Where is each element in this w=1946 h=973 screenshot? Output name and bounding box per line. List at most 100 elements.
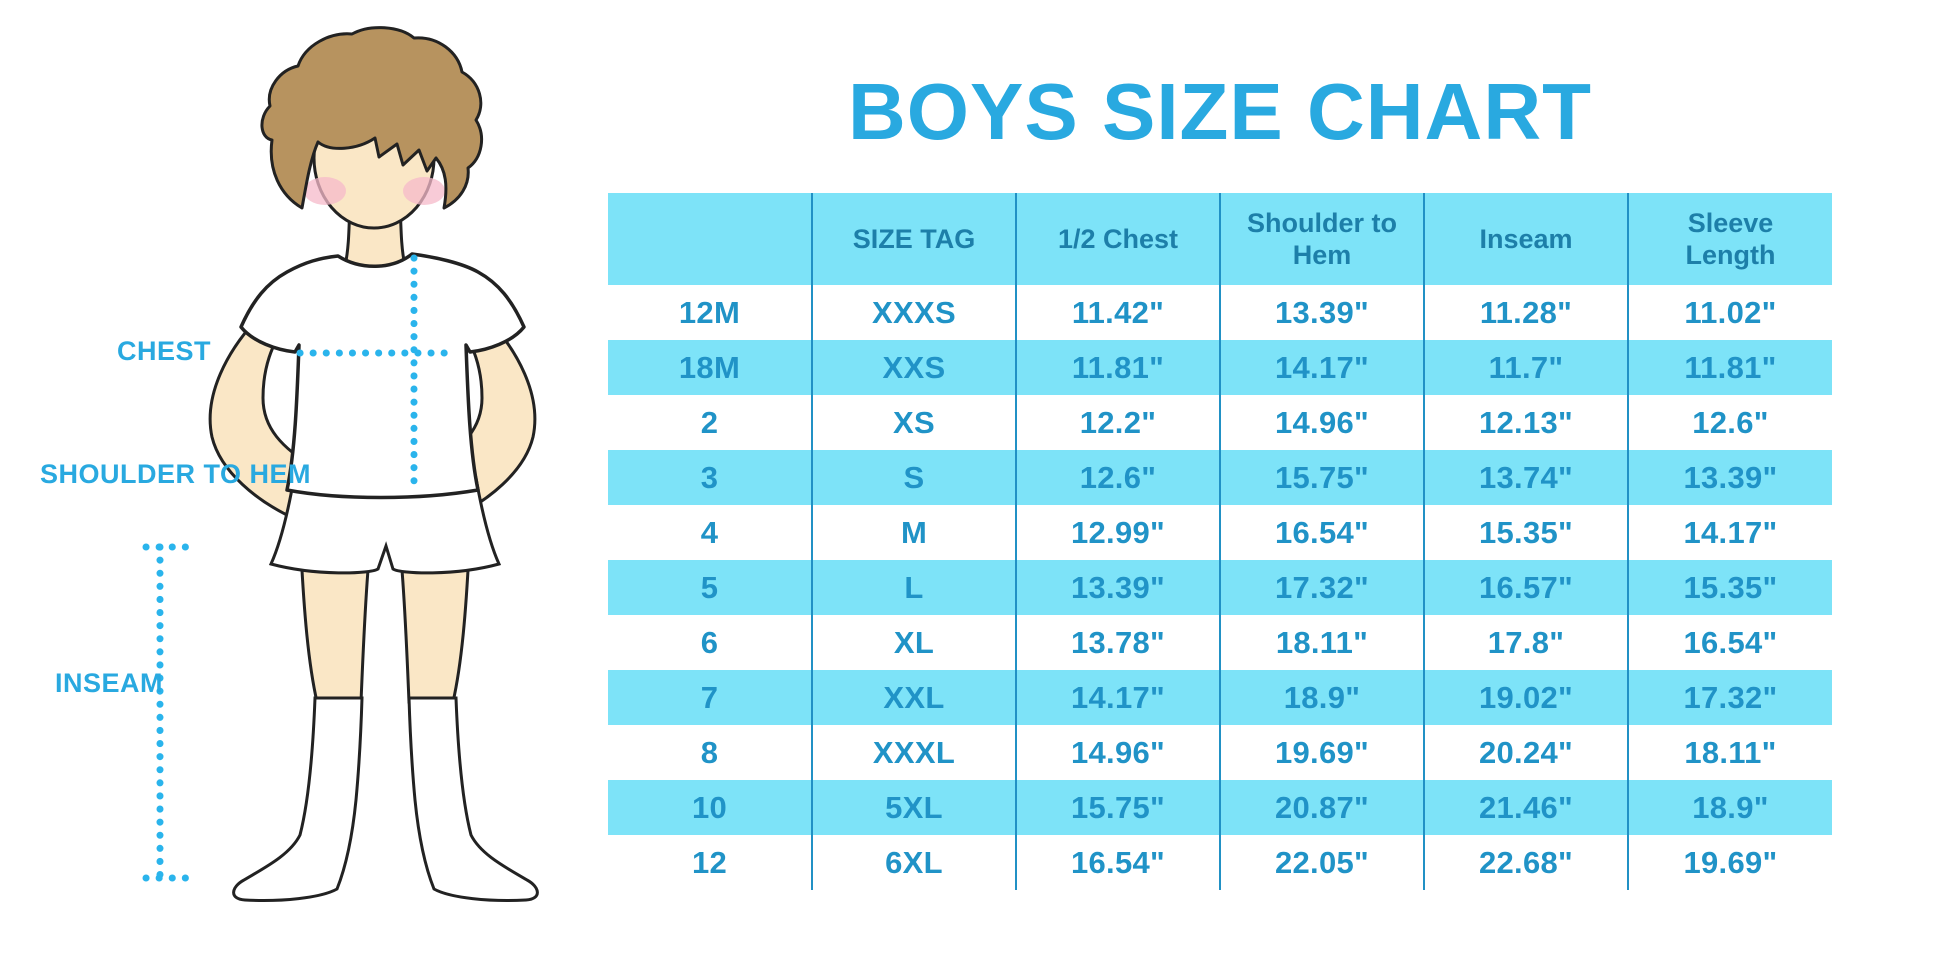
table-cell: 12.6"	[1015, 450, 1220, 505]
table-cell: 6	[700, 624, 719, 660]
table-cell: 5XL	[811, 780, 1016, 835]
table-cell: 17.32"	[1627, 670, 1832, 725]
table-cell: 11.7"	[1423, 340, 1628, 395]
table-cell: 11.28"	[1423, 285, 1628, 340]
table-cell: 15.75"	[1015, 780, 1220, 835]
table-header-row: SIZE TAG 1/2 Chest Shoulder to Hem Insea…	[608, 193, 1832, 285]
table-cell: 3	[700, 459, 719, 495]
header-cell-sleeve-length: Sleeve Length	[1627, 193, 1832, 285]
table-cell: M	[811, 505, 1016, 560]
table-row: 12M XXXS 11.42" 13.39" 11.28" 11.02"	[608, 285, 1832, 340]
table-cell: 20.87"	[1219, 780, 1424, 835]
inseam-label: INSEAM	[55, 668, 164, 698]
table-cell: 19.69"	[1627, 835, 1832, 890]
table-cell: XL	[811, 615, 1016, 670]
table-cell: 13.78"	[1015, 615, 1220, 670]
t-shirt	[239, 252, 526, 500]
table-cell: 14.17"	[1015, 670, 1220, 725]
table-row: 10 5XL 15.75" 20.87" 21.46" 18.9"	[608, 780, 1832, 835]
right-leg	[399, 550, 471, 704]
table-cell: 15.35"	[1423, 505, 1628, 560]
table-cell: 15.35"	[1627, 560, 1832, 615]
table-cell: 11.81"	[1015, 340, 1220, 395]
table-row: 5 L 13.39" 17.32" 16.57" 15.35"	[608, 560, 1832, 615]
table-cell: 16.57"	[1423, 560, 1628, 615]
table-cell: 18.11"	[1219, 615, 1424, 670]
shorts	[268, 476, 502, 575]
table-row: 2 XS 12.2" 14.96" 12.13" 12.6"	[608, 395, 1832, 450]
table-cell: 13.39"	[1015, 560, 1220, 615]
table-cell: 17.8"	[1423, 615, 1628, 670]
table-cell: 7	[700, 679, 719, 715]
right-sock	[407, 696, 539, 902]
table-cell: 16.54"	[1219, 505, 1424, 560]
table-cell: 12.99"	[1015, 505, 1220, 560]
header-cell-size-tag: SIZE TAG	[811, 193, 1016, 285]
table-cell: 16.54"	[1015, 835, 1220, 890]
table-cell: 22.05"	[1219, 835, 1424, 890]
table-row: 6 XL 13.78" 18.11" 17.8" 16.54"	[608, 615, 1832, 670]
table-cell: XXL	[811, 670, 1016, 725]
table-cell: 10	[691, 789, 728, 825]
table-cell: 20.24"	[1423, 725, 1628, 780]
table-cell: L	[811, 560, 1016, 615]
table-cell: 5	[700, 569, 719, 605]
table-cell: 15.75"	[1219, 450, 1424, 505]
table-cell: 14.96"	[1015, 725, 1220, 780]
left-blush	[304, 177, 346, 205]
table-cell: 13.39"	[1627, 450, 1832, 505]
table-cell: 8	[700, 734, 719, 770]
table-cell: 11.02"	[1627, 285, 1832, 340]
header-cell-shoulder-to-hem: Shoulder to Hem	[1219, 193, 1424, 285]
hair	[260, 26, 484, 210]
table-cell: 11.42"	[1015, 285, 1220, 340]
table-cell: 21.46"	[1423, 780, 1628, 835]
table-cell: XXXS	[811, 285, 1016, 340]
right-blush	[403, 177, 445, 205]
table-row: 18M XXS 11.81" 14.17" 11.7" 11.81"	[608, 340, 1832, 395]
table-cell: 14.96"	[1219, 395, 1424, 450]
table-cell: XS	[811, 395, 1016, 450]
table-cell: XXS	[811, 340, 1016, 395]
table-cell: 13.74"	[1423, 450, 1628, 505]
table-row: 12 6XL 16.54" 22.05" 22.68" 19.69"	[608, 835, 1832, 890]
table-cell: 19.02"	[1423, 670, 1628, 725]
table-cell: 18M	[678, 349, 741, 385]
table-row: 7 XXL 14.17" 18.9" 19.02" 17.32"	[608, 670, 1832, 725]
header-cell-half-chest: 1/2 Chest	[1015, 193, 1220, 285]
table-cell: 17.32"	[1219, 560, 1424, 615]
table-cell: 18.9"	[1219, 670, 1424, 725]
table-cell: 2	[700, 404, 719, 440]
table-cell: 12.13"	[1423, 395, 1628, 450]
table-cell: 18.9"	[1627, 780, 1832, 835]
table-row: 8 XXXL 14.96" 19.69" 20.24" 18.11"	[608, 725, 1832, 780]
table-cell: 19.69"	[1219, 725, 1424, 780]
page-title: BOYS SIZE CHART	[848, 67, 1592, 156]
table-cell: S	[811, 450, 1016, 505]
left-sock	[232, 696, 364, 902]
table-cell: 12.2"	[1015, 395, 1220, 450]
header-cell-age	[608, 193, 812, 285]
chest-label: CHEST	[117, 336, 212, 366]
shoulder-to-hem-label: SHOULDER TO HEM	[40, 459, 312, 489]
header-cell-inseam: Inseam	[1423, 193, 1628, 285]
table-cell: XXXL	[811, 725, 1016, 780]
size-chart-table: SIZE TAG 1/2 Chest Shoulder to Hem Insea…	[608, 193, 1832, 890]
table-cell: 11.81"	[1627, 340, 1832, 395]
table-cell: 16.54"	[1627, 615, 1832, 670]
table-cell: 4	[700, 514, 719, 550]
table-cell: 18.11"	[1627, 725, 1832, 780]
table-cell: 6XL	[811, 835, 1016, 890]
table-row: 4 M 12.99" 16.54" 15.35" 14.17"	[608, 505, 1832, 560]
table-cell: 22.68"	[1423, 835, 1628, 890]
table-cell: 14.17"	[1627, 505, 1832, 560]
table-cell: 12M	[678, 294, 741, 330]
table-cell: 12.6"	[1627, 395, 1832, 450]
table-cell: 12	[691, 844, 728, 880]
table-cell: 14.17"	[1219, 340, 1424, 395]
table-row: 3 S 12.6" 15.75" 13.74" 13.39"	[608, 450, 1832, 505]
table-cell: 13.39"	[1219, 285, 1424, 340]
left-leg	[299, 550, 371, 704]
boy-illustration	[142, 26, 539, 902]
